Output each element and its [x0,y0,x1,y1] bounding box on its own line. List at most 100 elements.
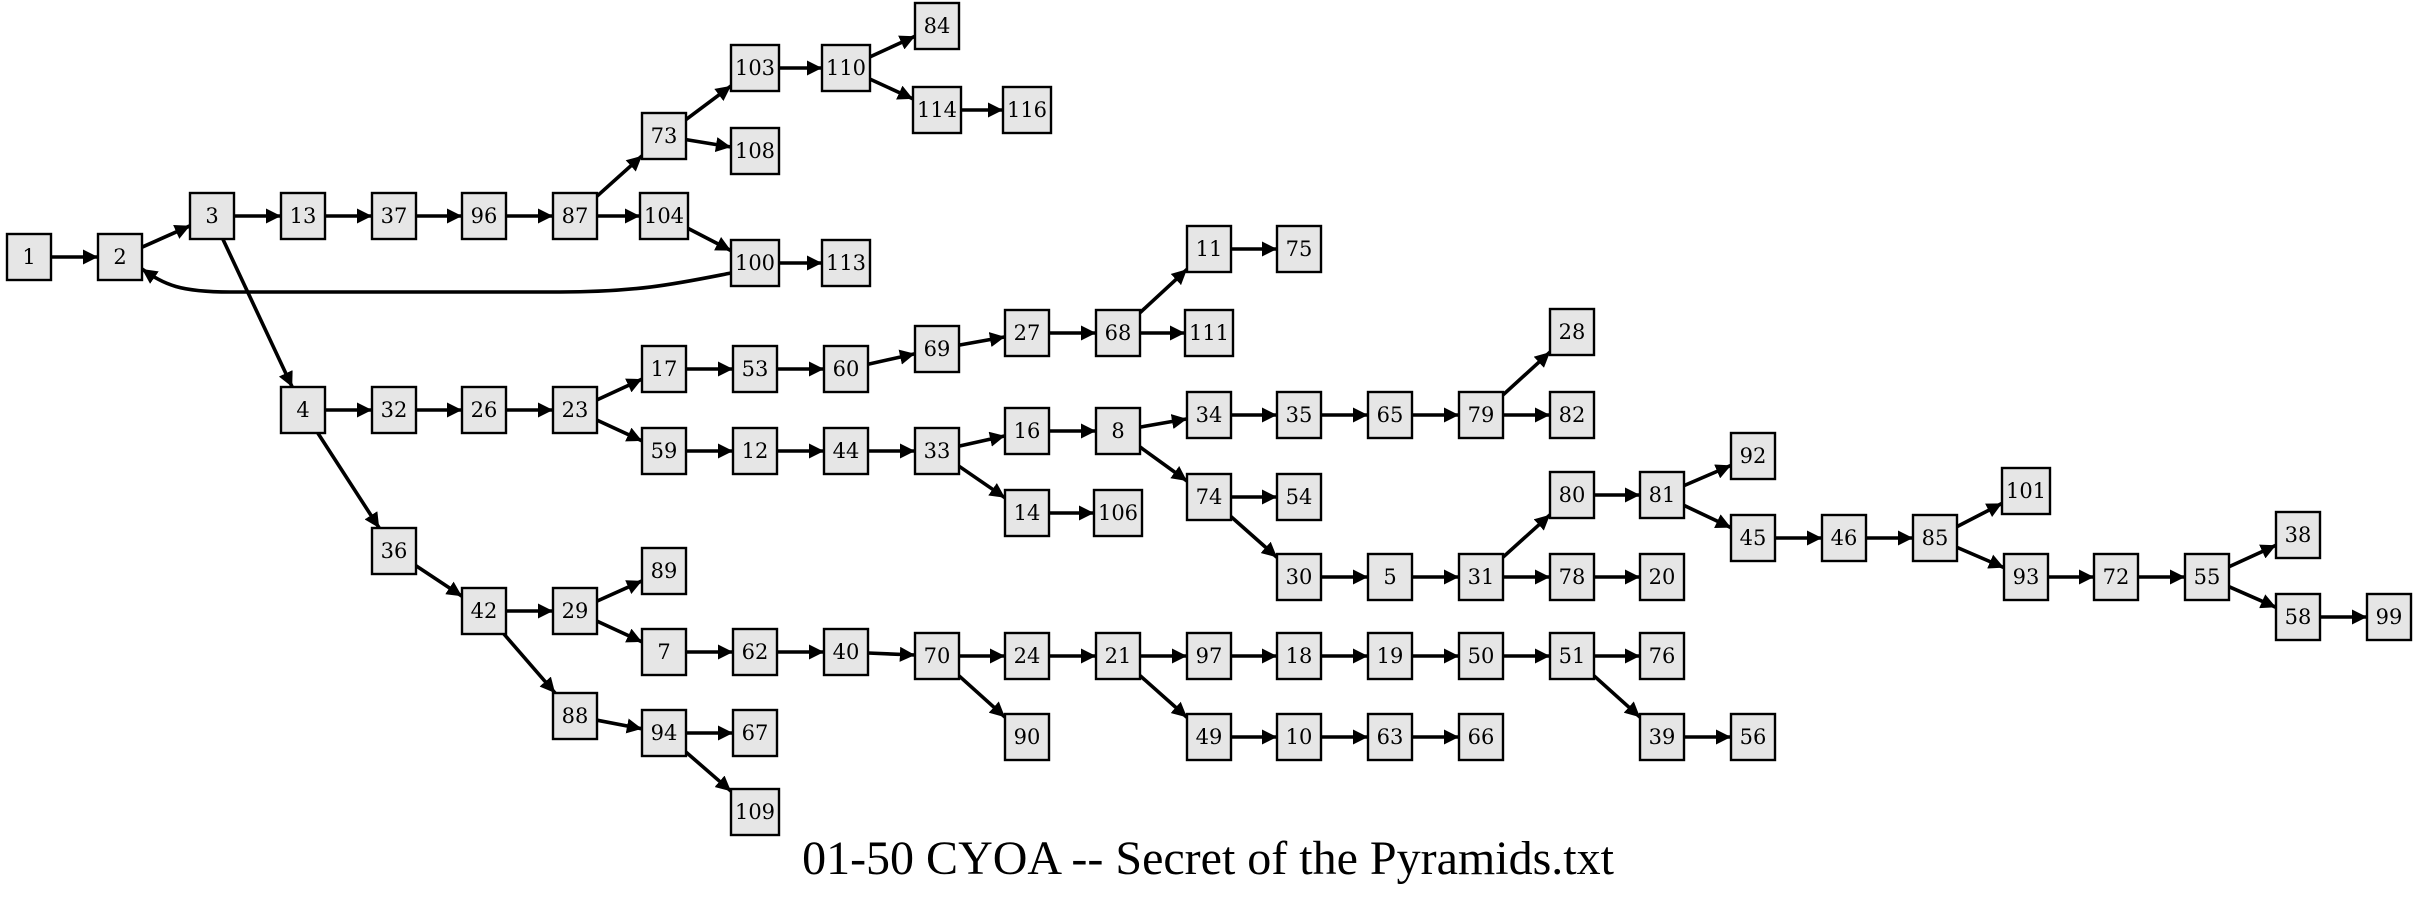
node-28: 28 [1548,307,1596,357]
node-label-81: 81 [1649,483,1676,507]
node-label-104: 104 [644,204,684,228]
node-box-103 [729,43,781,93]
node-box-87 [551,191,599,241]
node-label-50: 50 [1468,644,1495,668]
node-label-28: 28 [1559,320,1586,344]
edge-2-to-3 [141,224,191,249]
node-label-72: 72 [2103,565,2130,589]
node-69: 69 [913,324,961,374]
node-label-10: 10 [1286,725,1313,749]
node-box-70 [913,631,961,681]
node-label-54: 54 [1286,485,1313,509]
node-116: 116 [1001,85,1053,135]
node-box-39 [1638,712,1686,762]
node-label-7: 7 [657,640,670,664]
node-label-101: 101 [2006,479,2046,503]
node-label-84: 84 [924,14,951,38]
node-label-63: 63 [1377,725,1404,749]
node-box-99 [2365,592,2413,642]
node-box-50 [1457,631,1505,681]
node-26: 26 [460,385,508,435]
node-box-101 [2000,466,2052,516]
node-92: 92 [1729,431,1777,481]
node-box-20 [1638,552,1686,602]
node-label-113: 113 [826,251,866,275]
node-box-42 [460,586,508,636]
node-label-21: 21 [1105,644,1132,668]
node-31: 31 [1457,552,1505,602]
node-label-42: 42 [471,599,498,623]
node-38: 38 [2274,510,2322,560]
node-box-35 [1275,390,1323,440]
node-80: 80 [1548,470,1596,520]
node-label-78: 78 [1559,565,1586,589]
edge-55-to-38 [2228,543,2277,569]
node-44: 44 [822,426,870,476]
graph-caption: 01-50 CYOA -- Secret of the Pyramids.txt [802,832,1614,885]
node-62: 62 [731,627,779,677]
node-3: 3 [188,191,236,241]
node-label-103: 103 [735,56,775,80]
node-box-27 [1003,308,1051,358]
node-box-34 [1185,390,1233,440]
node-label-27: 27 [1014,321,1041,345]
node-label-88: 88 [562,704,589,728]
node-box-68 [1094,308,1142,358]
node-label-60: 60 [833,357,860,381]
node-110: 110 [820,43,872,93]
node-label-59: 59 [651,439,678,463]
node-20: 20 [1638,552,1686,602]
node-10: 10 [1275,712,1323,762]
node-box-37 [370,191,418,241]
node-2: 2 [96,232,144,282]
node-85: 85 [1911,513,1959,563]
edge-33-to-16 [958,431,1006,448]
node-box-8 [1094,406,1142,456]
node-label-99: 99 [2376,605,2403,629]
node-box-12 [731,426,779,476]
node-40: 40 [822,627,870,677]
node-label-109: 109 [735,800,775,824]
node-label-85: 85 [1922,526,1949,550]
node-70: 70 [913,631,961,681]
node-103: 103 [729,43,781,93]
node-label-49: 49 [1196,725,1223,749]
edge-23-to-17 [596,377,643,402]
node-96: 96 [460,191,508,241]
node-box-60 [822,344,870,394]
node-box-79 [1457,390,1505,440]
node-114: 114 [911,85,963,135]
node-53: 53 [731,344,779,394]
node-box-82 [1548,390,1596,440]
node-box-63 [1366,712,1414,762]
node-label-53: 53 [742,357,769,381]
node-label-17: 17 [651,357,678,381]
node-label-30: 30 [1286,565,1313,589]
node-box-1 [5,232,53,282]
node-box-111 [1183,308,1235,358]
node-29: 29 [551,586,599,636]
node-box-62 [731,627,779,677]
node-box-96 [460,191,508,241]
node-93: 93 [2002,552,2050,602]
node-36: 36 [370,526,418,576]
node-label-1: 1 [22,245,35,269]
node-56: 56 [1729,712,1777,762]
node-79: 79 [1457,390,1505,440]
node-19: 19 [1366,631,1414,681]
edge-33-to-14 [957,464,1007,500]
node-74: 74 [1185,472,1233,522]
node-box-110 [820,43,872,93]
edge-29-to-89 [596,579,643,603]
node-90: 90 [1003,712,1051,762]
edge-100-to-2 [140,267,732,294]
node-box-38 [2274,510,2322,560]
node-box-55 [2183,552,2231,602]
node-63: 63 [1366,712,1414,762]
node-box-21 [1094,631,1142,681]
node-16: 16 [1003,406,1051,456]
node-27: 27 [1003,308,1051,358]
node-box-72 [2092,552,2140,602]
node-box-73 [640,111,688,161]
